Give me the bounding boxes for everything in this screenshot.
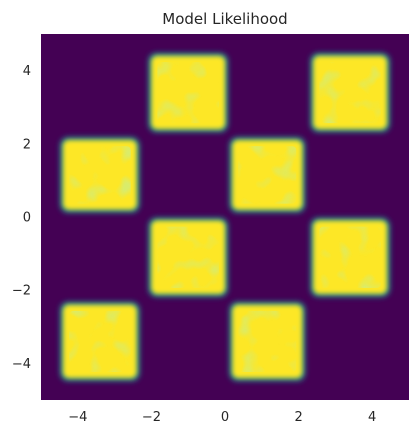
chart-title: Model Likelihood <box>162 10 287 28</box>
y-tick-label: −2 <box>12 284 31 299</box>
density-square <box>310 217 390 297</box>
y-tick-label: 4 <box>23 64 31 79</box>
y-axis-ticks: −4 −2 0 2 4 <box>12 64 31 372</box>
x-axis-ticks: −4 −2 0 2 4 <box>68 410 376 425</box>
density-squares <box>60 52 390 382</box>
density-square <box>229 301 306 382</box>
density-square <box>60 137 140 213</box>
x-tick-label: 2 <box>294 410 302 425</box>
x-tick-label: −4 <box>68 410 87 425</box>
plot-area <box>41 34 409 400</box>
x-tick-label: −2 <box>142 410 161 425</box>
x-tick-label: 4 <box>368 410 376 425</box>
density-square <box>60 301 140 382</box>
x-tick-label: 0 <box>221 410 229 425</box>
y-tick-label: −4 <box>12 357 31 372</box>
density-square <box>229 137 306 213</box>
density-square <box>148 217 228 297</box>
y-tick-label: 2 <box>23 137 31 152</box>
y-tick-label: 0 <box>23 211 31 226</box>
density-square <box>148 52 228 133</box>
density-square <box>310 52 390 133</box>
